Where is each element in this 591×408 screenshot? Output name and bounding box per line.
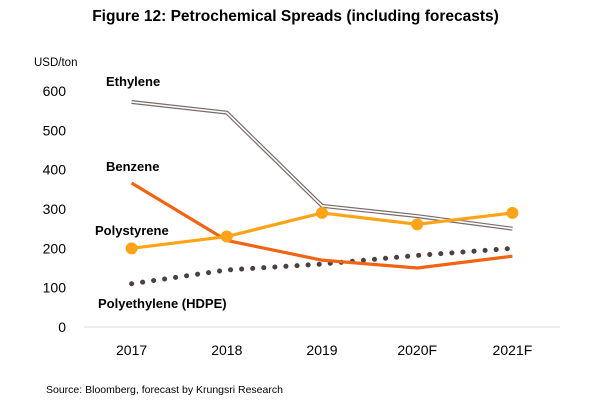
y-axis-unit-label: USD/ton xyxy=(34,57,77,69)
x-tick-label: 2017 xyxy=(116,342,147,358)
source-note: Source: Bloomberg, forecast by Krungsri … xyxy=(46,384,283,396)
y-tick-label: 300 xyxy=(43,201,67,217)
polystyrene-data-point xyxy=(411,218,424,231)
x-tick-label: 2018 xyxy=(211,342,242,358)
y-tick-label: 0 xyxy=(58,319,66,335)
series-label: Polyethylene (HDPE) xyxy=(98,296,227,311)
polystyrene-data-point xyxy=(220,230,233,243)
polystyrene-data-point xyxy=(316,206,328,219)
x-tick-label: 2021F xyxy=(493,342,533,358)
chart-title: Figure 12: Petrochemical Spreads (includ… xyxy=(92,8,499,25)
series-label: Ethylene xyxy=(106,74,160,89)
x-tick-label: 2019 xyxy=(306,342,337,358)
series-label: Benzene xyxy=(106,159,159,174)
polystyrene-data-point xyxy=(506,206,519,219)
y-tick-label: 500 xyxy=(43,122,67,138)
y-tick-label: 600 xyxy=(43,83,67,99)
y-tick-label: 400 xyxy=(43,162,67,178)
polystyrene-data-point xyxy=(125,242,138,255)
y-tick-label: 200 xyxy=(43,240,67,256)
series-label: Polystyrene xyxy=(95,223,169,238)
hdpe-series-line xyxy=(129,245,515,287)
y-tick-label: 100 xyxy=(43,280,67,296)
x-tick-label: 2020F xyxy=(397,342,437,358)
benzene-series-line xyxy=(130,181,513,270)
